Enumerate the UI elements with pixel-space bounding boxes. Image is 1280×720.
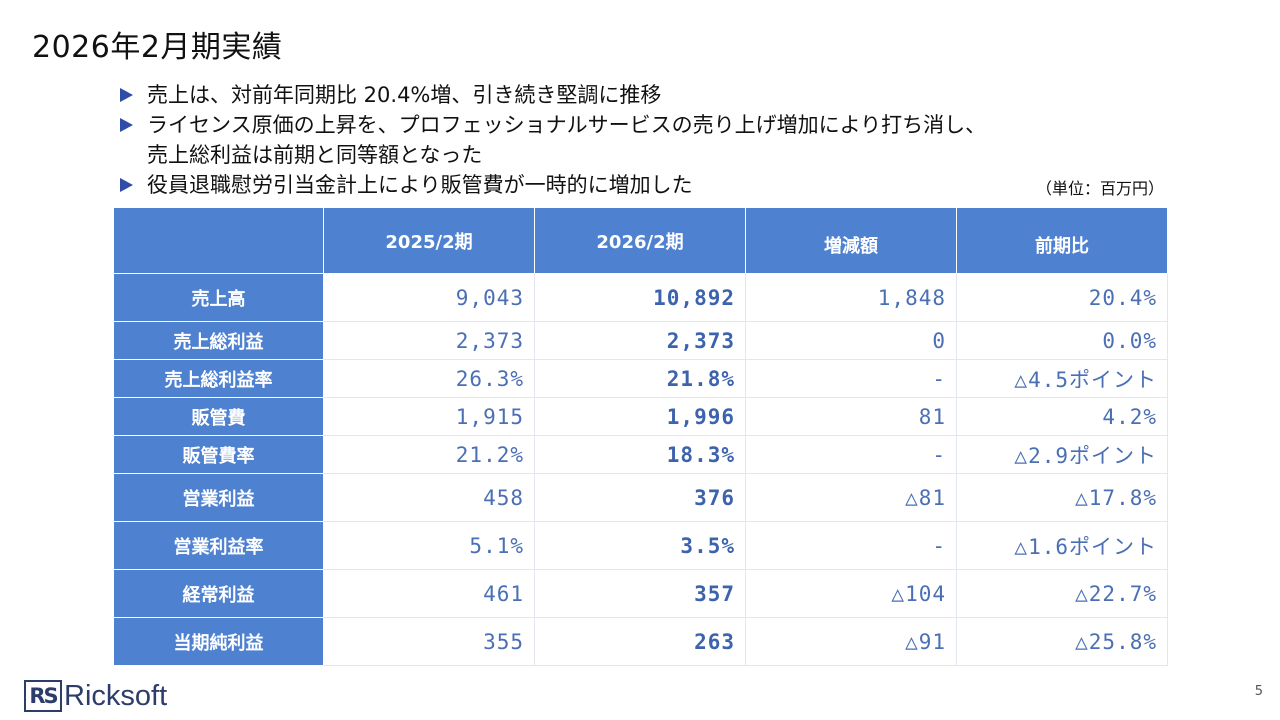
cell-prior: 5.1% (323, 521, 535, 570)
table-row: 売上総利益 2,373 2,373 0 0.0% (113, 321, 1168, 360)
table-header-row: 2025/2期 2026/2期 増減額 前期比 (113, 207, 1168, 274)
cell-prior: 9,043 (323, 273, 535, 322)
row-label: 営業利益率 (113, 521, 324, 570)
header-change: 増減額 (745, 207, 957, 274)
cell-current: 263 (534, 617, 746, 666)
cell-prior: 2,373 (323, 321, 535, 360)
header-corner-cell (113, 207, 324, 274)
bullet-item: 役員退職慰労引当金計上により販管費が一時的に増加した (118, 170, 1118, 200)
cell-yoy: 4.2% (956, 397, 1168, 436)
header-prior-period: 2025/2期 (323, 207, 535, 274)
cell-current: 357 (534, 569, 746, 618)
bullet-triangle-icon (120, 178, 133, 192)
table-row: 営業利益 458 376 △81 △17.8% (113, 473, 1168, 522)
cell-yoy: 0.0% (956, 321, 1168, 360)
table-row: 売上高 9,043 10,892 1,848 20.4% (113, 273, 1168, 322)
bullet-item: 売上は、対前年同期比 20.4%増、引き続き堅調に推移 (118, 80, 1118, 110)
table-row: 売上総利益率 26.3% 21.8% - △4.5ポイント (113, 359, 1168, 398)
row-label: 売上高 (113, 273, 324, 322)
bullet-text-continued: 売上総利益は前期と同等額となった (147, 143, 483, 167)
logo-text: Ricksoft (64, 679, 168, 712)
cell-prior: 21.2% (323, 435, 535, 474)
cell-current: 1,996 (534, 397, 746, 436)
bullet-triangle-icon (120, 88, 133, 102)
row-label: 営業利益 (113, 473, 324, 522)
cell-current: 10,892 (534, 273, 746, 322)
cell-change: △91 (745, 617, 957, 666)
cell-current: 376 (534, 473, 746, 522)
cell-yoy: △22.7% (956, 569, 1168, 618)
bullet-text: 売上は、対前年同期比 20.4%増、引き続き堅調に推移 (147, 83, 662, 107)
cell-yoy: △4.5ポイント (956, 359, 1168, 398)
table-row: 経常利益 461 357 △104 △22.7% (113, 569, 1168, 618)
cell-current: 3.5% (534, 521, 746, 570)
cell-prior: 26.3% (323, 359, 535, 398)
cell-change: 1,848 (745, 273, 957, 322)
row-label: 販管費率 (113, 435, 324, 474)
table-row: 販管費率 21.2% 18.3% - △2.9ポイント (113, 435, 1168, 474)
cell-change: △104 (745, 569, 957, 618)
bullet-item: ライセンス原価の上昇を、プロフェッショナルサービスの売り上げ増加により打ち消し、… (118, 110, 1118, 170)
row-label: 当期純利益 (113, 617, 324, 666)
cell-change: 0 (745, 321, 957, 360)
summary-bullets: 売上は、対前年同期比 20.4%増、引き続き堅調に推移 ライセンス原価の上昇を、… (118, 80, 1118, 200)
bullet-triangle-icon (120, 118, 133, 132)
table-row: 販管費 1,915 1,996 81 4.2% (113, 397, 1168, 436)
cell-prior: 1,915 (323, 397, 535, 436)
cell-prior: 458 (323, 473, 535, 522)
cell-yoy: △25.8% (956, 617, 1168, 666)
cell-yoy: △17.8% (956, 473, 1168, 522)
bullet-text: 役員退職慰労引当金計上により販管費が一時的に増加した (147, 173, 693, 197)
cell-change: - (745, 521, 957, 570)
cell-current: 18.3% (534, 435, 746, 474)
bullet-text: ライセンス原価の上昇を、プロフェッショナルサービスの売り上げ増加により打ち消し、 (147, 113, 987, 137)
cell-yoy: 20.4% (956, 273, 1168, 322)
table-row: 営業利益率 5.1% 3.5% - △1.6ポイント (113, 521, 1168, 570)
header-yoy: 前期比 (956, 207, 1168, 274)
table-body: 売上高 9,043 10,892 1,848 20.4% 売上総利益 2,373 2,373 0… (113, 273, 1168, 666)
cell-yoy: △1.6ポイント (956, 521, 1168, 570)
row-label: 売上総利益 (113, 321, 324, 360)
results-table: 2025/2期 2026/2期 増減額 前期比 売上高 9,043 10,892 1,… (113, 207, 1168, 666)
cell-current: 2,373 (534, 321, 746, 360)
cell-prior: 461 (323, 569, 535, 618)
table-row: 当期純利益 355 263 △91 △25.8% (113, 617, 1168, 666)
row-label: 販管費 (113, 397, 324, 436)
row-label: 売上総利益率 (113, 359, 324, 398)
page-number: 5 (1254, 684, 1263, 699)
cell-prior: 355 (323, 617, 535, 666)
logo-mark: RS (24, 680, 62, 712)
unit-note: （単位：百万円） (1035, 179, 1164, 198)
cell-change: △81 (745, 473, 957, 522)
cell-change: 81 (745, 397, 957, 436)
cell-change: - (745, 435, 957, 474)
cell-yoy: △2.9ポイント (956, 435, 1168, 474)
header-current-period: 2026/2期 (534, 207, 746, 274)
cell-change: - (745, 359, 957, 398)
company-logo: RS Ricksoft (24, 678, 167, 714)
slide-title: 2026年2月期実績 (32, 30, 283, 65)
cell-current: 21.8% (534, 359, 746, 398)
row-label: 経常利益 (113, 569, 324, 618)
